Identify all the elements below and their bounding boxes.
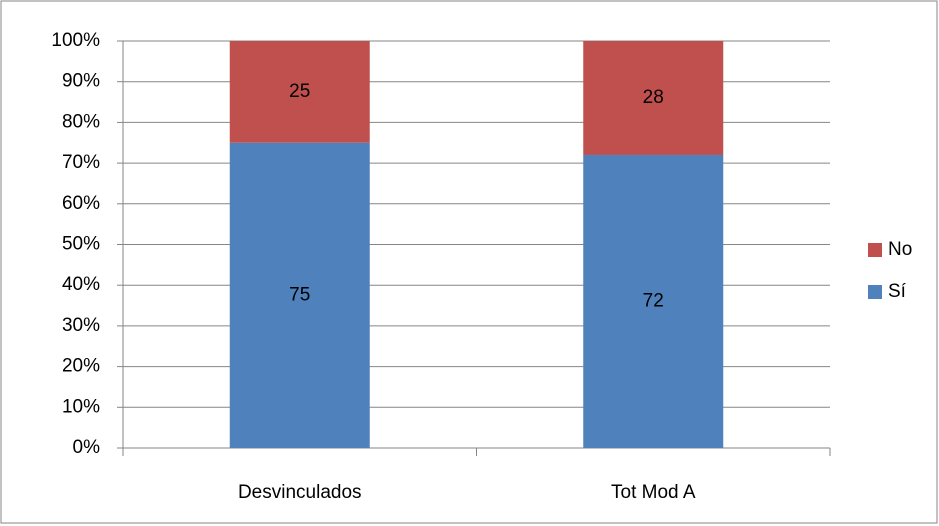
data-label: 75 [289,284,310,305]
data-label: 72 [643,290,664,311]
x-tick-label: Tot Mod A [611,482,696,503]
legend-swatch [868,243,882,257]
data-label: 25 [289,81,310,102]
y-tick-label: 50% [62,234,100,255]
y-tick-label: 20% [62,356,100,377]
bar-segment [229,142,370,448]
y-tick-label: 70% [62,152,100,173]
bar-segment [583,41,724,155]
bar-segment [229,41,370,143]
y-tick-label: 100% [51,30,100,51]
y-tick-label: 40% [62,274,100,295]
y-tick-label: 10% [62,396,100,417]
y-tick-label: 60% [62,193,100,214]
y-tick-label: 30% [62,315,100,336]
y-tick-label: 80% [62,111,100,132]
legend-label: Sí [888,281,907,302]
legend-swatch [868,285,882,299]
y-tick-label: 90% [62,71,100,92]
y-tick-label: 0% [73,437,101,458]
data-label: 28 [643,87,664,108]
x-tick-label: Desvinculados [238,482,362,503]
bar-segment [583,154,724,448]
legend-label: No [888,239,912,260]
